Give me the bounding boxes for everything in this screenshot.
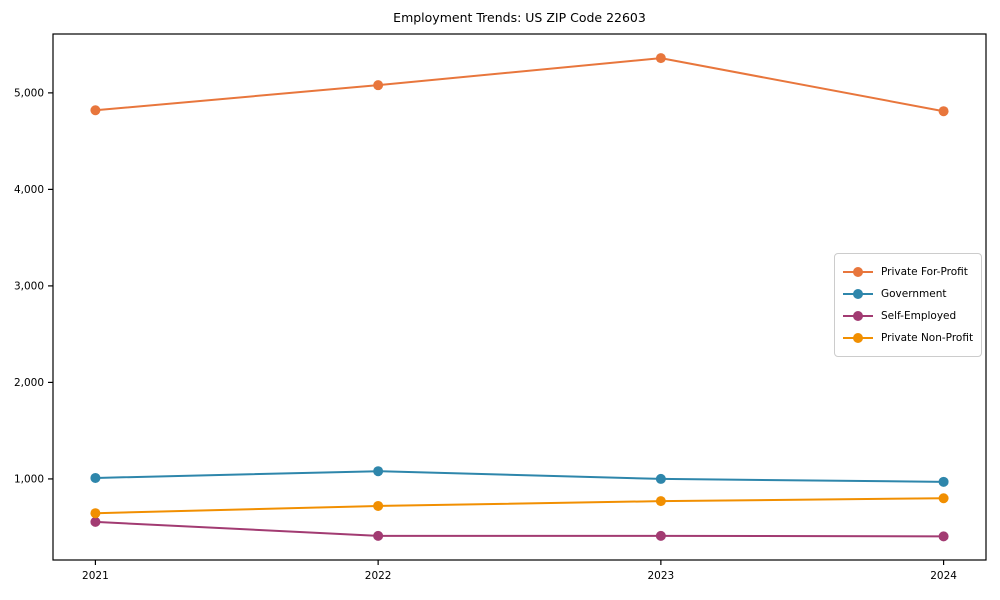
data-point-self-employed-2024 — [938, 531, 949, 542]
data-point-government-2021 — [90, 472, 101, 483]
y-axis-tick-label: 2,000 — [14, 377, 44, 389]
x-axis-tick-label: 2022 — [365, 570, 392, 582]
data-point-private-for-profit-2021 — [90, 105, 101, 116]
series-line-government — [95, 470, 944, 483]
data-point-private-for-profit-2024 — [938, 106, 949, 117]
data-point-self-employed-2023 — [655, 530, 666, 541]
y-axis-tick-label: 4,000 — [14, 184, 44, 196]
data-point-self-employed-2022 — [373, 530, 384, 541]
x-axis-tick-label: 2024 — [930, 570, 957, 582]
series-line-private-non-profit — [95, 497, 944, 515]
x-axis-tick-label: 2023 — [647, 570, 674, 582]
data-point-government-2022 — [373, 466, 384, 477]
legend-item-self-employed: Self-Employed — [843, 305, 973, 327]
legend-label: Government — [881, 288, 947, 300]
data-point-private-non-profit-2021 — [90, 508, 101, 519]
data-point-private-for-profit-2023 — [655, 53, 666, 64]
legend-label: Private Non-Profit — [881, 332, 974, 344]
data-point-private-non-profit-2023 — [655, 496, 666, 507]
legend-label: Private For-Profit — [881, 266, 968, 278]
legend-item-private-non-profit: Private Non-Profit — [843, 327, 973, 349]
legend-marker-icon — [843, 266, 873, 278]
data-point-private-non-profit-2024 — [938, 493, 949, 504]
y-axis-tick-label: 1,000 — [14, 474, 44, 486]
legend-marker-icon — [843, 310, 873, 322]
series-line-private-for-profit — [95, 57, 944, 113]
data-point-self-employed-2021 — [90, 516, 101, 527]
plot-frame — [52, 33, 987, 561]
data-point-government-2024 — [938, 476, 949, 487]
x-axis-tick-label: 2021 — [82, 570, 109, 582]
legend-item-government: Government — [843, 283, 973, 305]
series-line-self-employed — [95, 520, 944, 538]
data-point-government-2023 — [655, 473, 666, 484]
data-point-private-non-profit-2022 — [373, 500, 384, 511]
y-axis-tick-label: 3,000 — [14, 281, 44, 293]
legend-marker-icon — [843, 288, 873, 300]
legend-label: Self-Employed — [881, 310, 957, 322]
data-point-private-for-profit-2022 — [373, 80, 384, 91]
chart-title: Employment Trends: US ZIP Code 22603 — [393, 10, 646, 25]
chart-legend: Private For-Profit Government Self-Employe… — [834, 253, 982, 357]
y-axis-tick-label: 5,000 — [14, 88, 44, 100]
legend-marker-icon — [843, 332, 873, 344]
legend-item-private-for-profit: Private For-Profit — [843, 261, 973, 283]
